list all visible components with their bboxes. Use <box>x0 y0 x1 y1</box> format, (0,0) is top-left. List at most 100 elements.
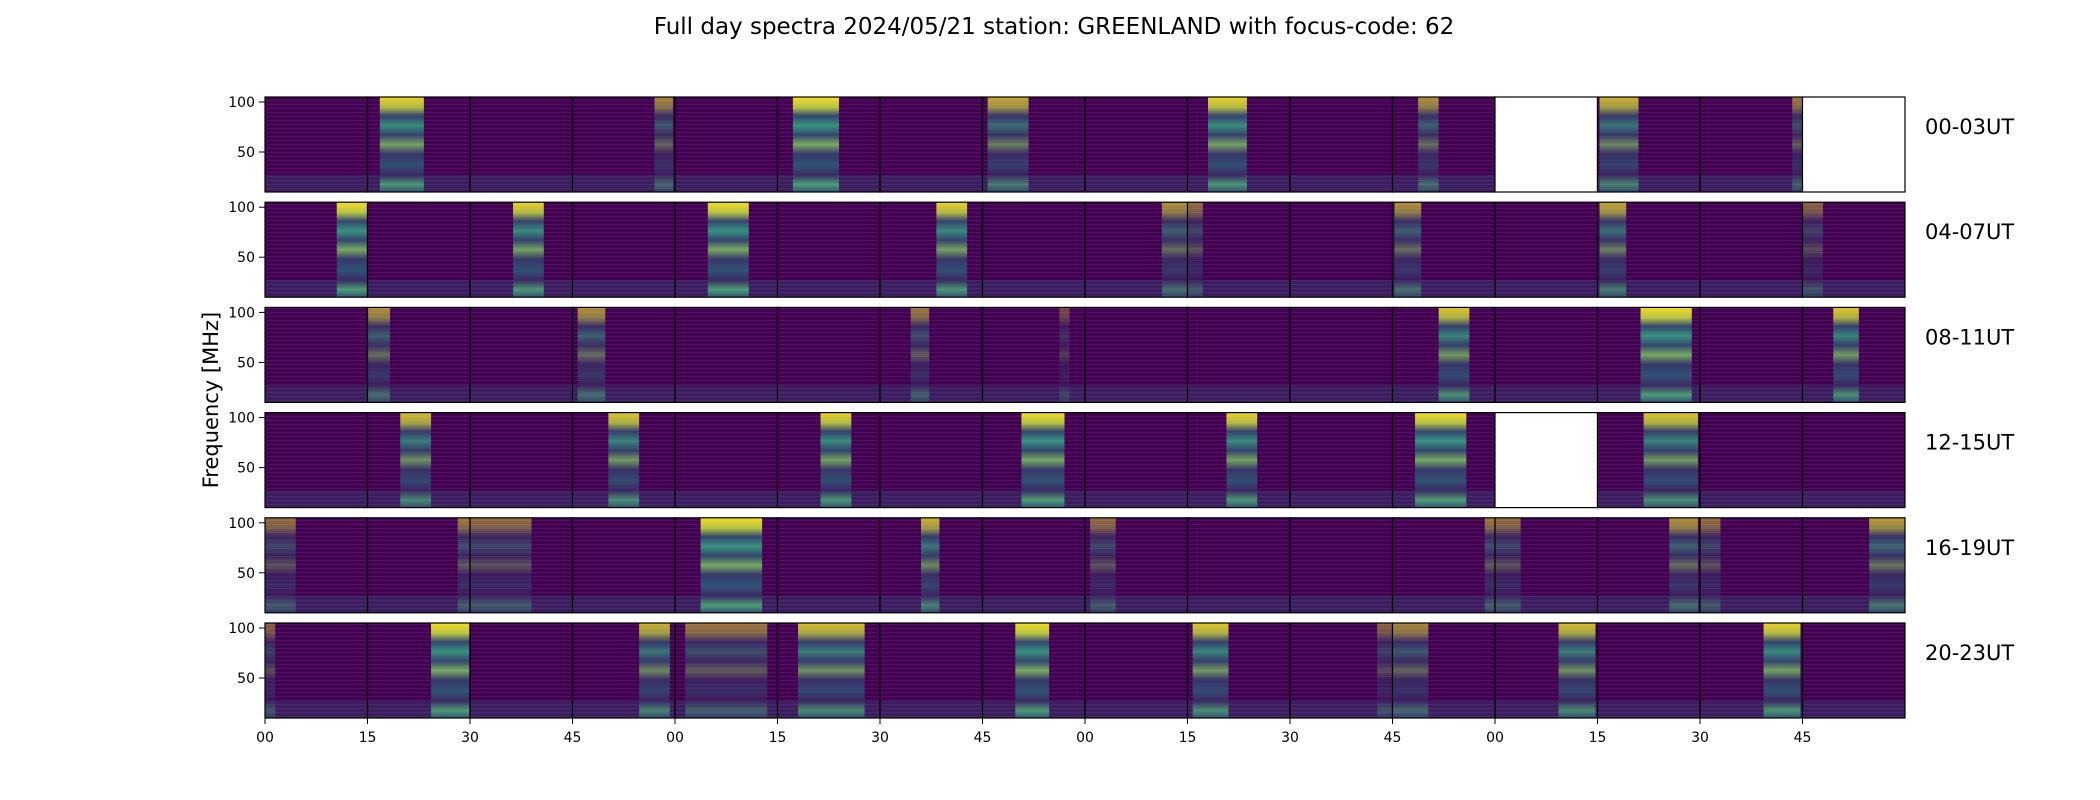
emission-band <box>1226 412 1258 508</box>
spectrogram-panel <box>366 306 471 403</box>
spectra-grid: 50 100 00-03UT 50 100 04-07UT 50 100 08-11UT 50 10… <box>228 95 2014 719</box>
panel-texture <box>1290 202 1393 298</box>
panel-texture <box>1290 623 1393 718</box>
spectrogram-panel <box>879 201 984 298</box>
x-tick-label: 00 <box>256 730 274 746</box>
panel-texture <box>265 412 368 508</box>
spectra-row: 50 100 00-03UT <box>228 95 2014 193</box>
spectrogram-panel <box>366 201 471 298</box>
spectrogram-panel <box>1186 517 1291 614</box>
spectrogram-panel <box>571 201 676 298</box>
panel-texture <box>265 623 368 718</box>
emission-band <box>1558 623 1596 718</box>
emission-band <box>700 517 763 613</box>
y-tick-label: 100 <box>228 411 255 427</box>
x-axis: 00 15 30 45 00 15 30 45 00 15 30 45 00 15 30 45 <box>256 718 1811 746</box>
spectrogram-panel <box>674 622 779 719</box>
row-time-label: 12-15UT <box>1925 431 2014 455</box>
spectra-row: 50 100 12-15UT <box>228 411 2014 509</box>
spectrogram-panel <box>1596 201 1701 298</box>
spectrogram-panel <box>366 96 471 193</box>
spectrogram-panel <box>674 96 779 193</box>
spectrogram-panel <box>1391 201 1496 298</box>
spectrogram-panel <box>469 412 574 509</box>
emission-band <box>265 623 276 718</box>
panel-texture <box>1700 412 1803 508</box>
spectrogram-panel <box>776 412 881 509</box>
spectrogram-panel <box>1596 412 1701 509</box>
panel-frame <box>1801 96 1906 193</box>
emission-band <box>1763 623 1801 718</box>
spectrogram-panel <box>1494 306 1599 403</box>
spectrogram-panel <box>1699 517 1804 614</box>
spectrogram-panel <box>571 96 676 193</box>
spectrogram-panel <box>469 201 574 298</box>
spectrogram-panel <box>1801 622 1906 719</box>
panel-frame <box>1801 201 1906 298</box>
row-time-label: 16-19UT <box>1925 536 2014 560</box>
spectrogram-panel <box>1801 517 1906 614</box>
spectrogram-panel <box>1186 201 1291 298</box>
spectra-row: 50 100 16-19UT <box>228 516 2014 614</box>
emission-band <box>1599 97 1639 192</box>
x-tick-label: 15 <box>359 730 377 746</box>
spectrogram-panel <box>1596 306 1701 403</box>
panel-texture <box>675 97 778 192</box>
spectrogram-panel <box>1494 517 1599 614</box>
spectrogram-panel <box>776 306 881 403</box>
emission-band <box>1394 202 1422 298</box>
panel-texture <box>265 97 368 192</box>
emission-band <box>1833 307 1859 403</box>
emission-band <box>1599 202 1627 298</box>
panel-texture <box>880 97 983 192</box>
spectrogram-panel <box>366 412 471 509</box>
spectrogram-panel <box>981 517 1086 614</box>
emission-band <box>1669 517 1698 613</box>
emission-band <box>470 517 532 613</box>
missing-panel <box>1495 97 1598 192</box>
spectrogram-panel <box>264 412 369 509</box>
panel-texture <box>777 517 880 613</box>
emission-band <box>1059 307 1070 403</box>
panel-texture <box>1085 623 1188 718</box>
spectra-row: 50 100 04-07UT <box>228 200 2014 298</box>
emission-band <box>1438 307 1470 403</box>
emission-band <box>379 97 424 192</box>
emission-band <box>1802 202 1823 298</box>
emission-band <box>1015 623 1050 718</box>
emission-band <box>921 517 940 613</box>
panel-frame <box>1801 622 1906 719</box>
spectrogram-panel <box>1084 201 1189 298</box>
spectrogram-panel <box>1084 412 1189 509</box>
spectrogram-panel <box>571 517 676 614</box>
x-tick-label: 15 <box>1179 730 1197 746</box>
x-tick-label: 00 <box>666 730 684 746</box>
x-tick-label: 30 <box>871 730 889 746</box>
spectrogram-panel <box>879 517 984 614</box>
missing-panel <box>1495 412 1598 508</box>
panel-texture <box>880 623 983 718</box>
spectrogram-panel <box>1391 622 1496 719</box>
emission-band <box>1392 623 1429 718</box>
y-tick-label: 100 <box>228 621 255 637</box>
spectrogram-panel <box>776 201 881 298</box>
missing-panel <box>1802 97 1905 192</box>
spectrogram-panel <box>1494 201 1599 298</box>
emission-band <box>820 412 852 508</box>
y-tick-label: 50 <box>237 355 255 371</box>
panel-texture <box>1392 97 1495 192</box>
spectrogram-panel <box>1699 96 1804 193</box>
emission-band <box>1495 517 1521 613</box>
spectrogram-panel <box>879 306 984 403</box>
emission-band <box>987 97 1029 192</box>
emission-band <box>265 517 296 613</box>
y-tick-label: 100 <box>228 200 255 216</box>
chart-title: Full day spectra 2024/05/21 station: GRE… <box>654 14 1455 40</box>
x-tick-label: 15 <box>769 730 787 746</box>
panel-texture <box>367 202 470 298</box>
y-tick-label: 50 <box>237 250 255 266</box>
spectrogram-panel <box>1289 412 1394 509</box>
panel-texture <box>470 97 573 192</box>
panel-texture <box>470 412 573 508</box>
panel-texture <box>982 517 1085 613</box>
